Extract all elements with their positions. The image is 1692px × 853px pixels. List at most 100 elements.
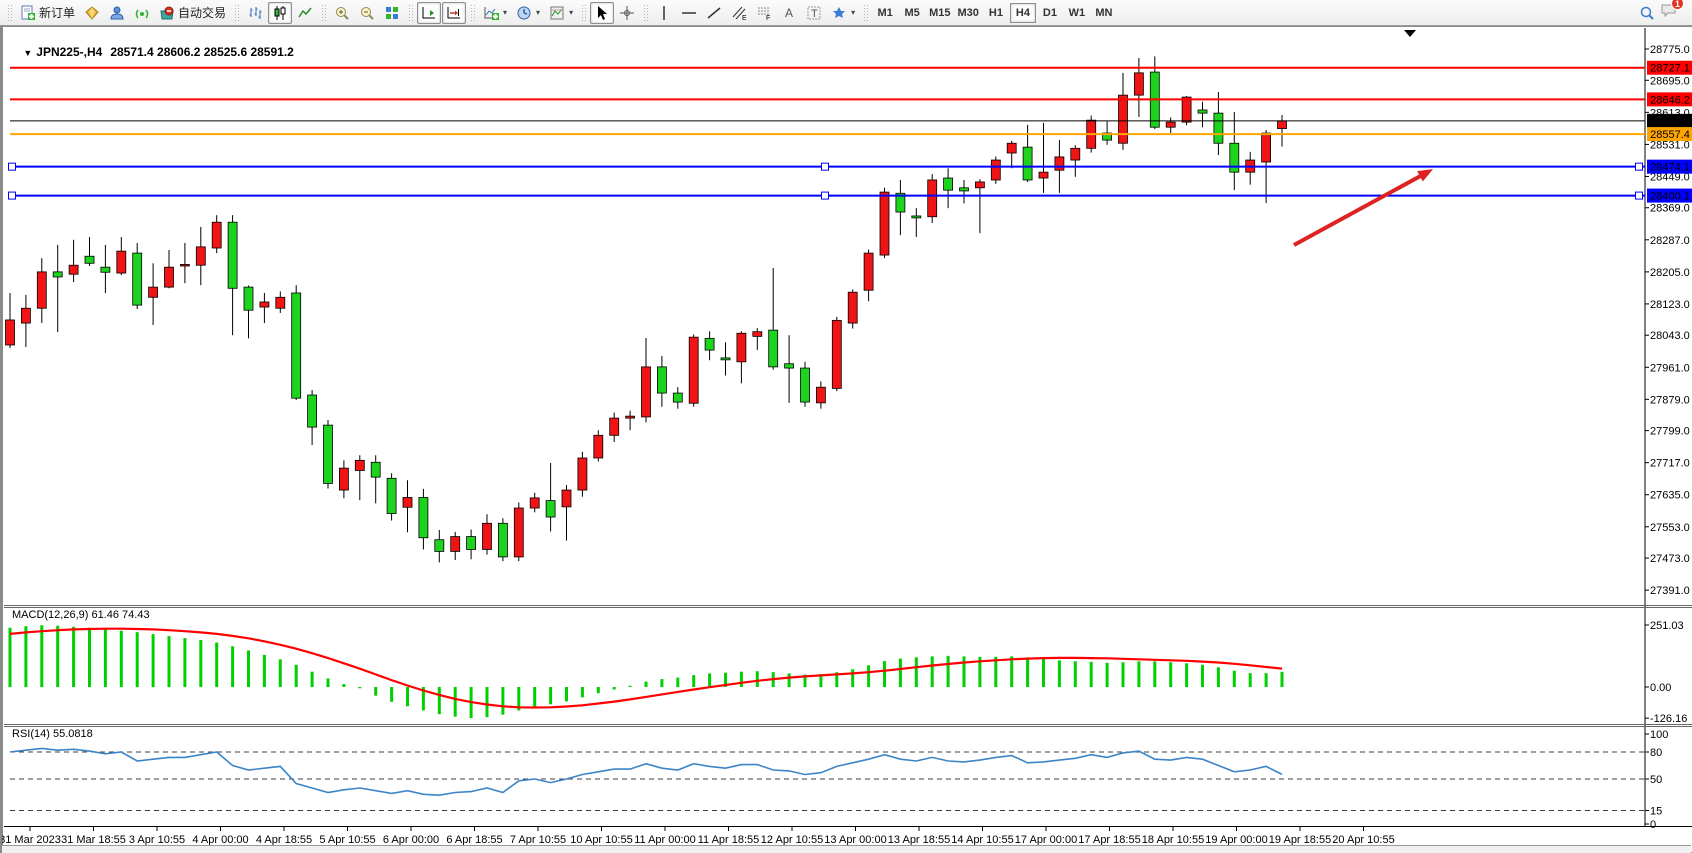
line-handle[interactable]: [8, 191, 16, 200]
svg-text:7 Apr 10:55: 7 Apr 10:55: [510, 834, 566, 846]
tf-mn[interactable]: MN: [1095, 6, 1113, 19]
rsi-indicator-label: RSI(14) 55.0818: [12, 728, 93, 740]
macd-indicator-label: MACD(12,26,9) 61.46 74.43: [12, 609, 150, 621]
gold-gem-icon: [85, 5, 99, 20]
line-handle[interactable]: [8, 162, 16, 171]
line-handle[interactable]: [821, 162, 829, 171]
text-tool[interactable]: A: [777, 2, 801, 24]
svg-text:28695.0: 28695.0: [1650, 75, 1690, 87]
trendline-tool[interactable]: [702, 2, 726, 24]
svg-text:28287.0: 28287.0: [1650, 235, 1690, 247]
tf-m5[interactable]: M5: [904, 6, 920, 19]
tf-h4[interactable]: H4: [1009, 2, 1036, 23]
toolbar-grip[interactable]: [321, 3, 327, 22]
svg-text:28205.0: 28205.0: [1650, 267, 1690, 279]
svg-text:31 Mar 2023: 31 Mar 2023: [2, 834, 61, 846]
price-axis[interactable]: 28775.028695.028613.028531.028449.028369…: [1645, 44, 1690, 597]
auto-scroll-icon: [422, 6, 436, 18]
tf-m30[interactable]: M30: [957, 6, 979, 19]
market-watch-button[interactable]: [80, 2, 104, 24]
notifications-button[interactable]: 1: [1660, 0, 1684, 23]
svg-text:6 Apr 00:00: 6 Apr 00:00: [383, 834, 439, 846]
toolbar-grip[interactable]: [7, 3, 12, 22]
tf-m1[interactable]: M1: [877, 6, 893, 19]
autotrading-button[interactable]: 自动交易: [155, 2, 230, 24]
rsi-line: [9, 747, 1283, 797]
svg-text:-126.16: -126.16: [1650, 713, 1687, 725]
cursor-tool-button[interactable]: [590, 1, 615, 24]
notification-badge: 1: [1671, 0, 1684, 10]
toolbar-grip[interactable]: [470, 3, 476, 22]
bar-chart-button[interactable]: [243, 2, 267, 24]
chart-window: 28775.0 28695.0 28613.0 28531.0 28449.0 28369…: [0, 26, 1692, 853]
community-button[interactable]: [105, 2, 129, 24]
tile-windows-button[interactable]: [380, 2, 404, 24]
svg-text:27635.0: 27635.0: [1650, 490, 1690, 502]
line-handle[interactable]: [1635, 162, 1643, 171]
chart-menu-icon[interactable]: ▼: [23, 48, 33, 58]
time-axis[interactable]: 31 Mar 2023 31 Mar 18:55 3 Apr 10:55 4 Apr …: [2, 826, 1395, 846]
text-label-tool[interactable]: T: [802, 2, 826, 24]
new-order-label: 新订单: [39, 6, 76, 20]
zoom-in-button[interactable]: [330, 2, 354, 24]
svg-text:0.00: 0.00: [1650, 682, 1671, 694]
autotrading-label: 自动交易: [178, 6, 227, 20]
svg-text:10 Apr 10:55: 10 Apr 10:55: [570, 834, 632, 846]
price-line-label-text: 28591.2: [1650, 116, 1690, 128]
arrows-tool[interactable]: [827, 2, 859, 24]
zoom-out-button[interactable]: [355, 2, 379, 24]
line-chart-button[interactable]: [293, 2, 317, 24]
svg-text:18 Apr 10:55: 18 Apr 10:55: [1142, 834, 1204, 846]
svg-text:0: 0: [1650, 819, 1656, 831]
tf-h1[interactable]: H1: [988, 6, 1003, 19]
search-icon: [1640, 6, 1654, 20]
horizontal-line-icon: [682, 11, 697, 14]
horizontal-line-tool[interactable]: [677, 2, 701, 24]
svg-text:27799.0: 27799.0: [1650, 426, 1690, 438]
svg-text:28531.0: 28531.0: [1650, 139, 1690, 151]
svg-text:F: F: [766, 15, 770, 21]
vertical-line-tool[interactable]: [652, 2, 676, 24]
tf-m15[interactable]: M15: [929, 6, 951, 19]
periods-button[interactable]: [512, 2, 544, 24]
price-line-label-text: 28400.1: [1650, 191, 1690, 203]
new-order-button[interactable]: 新订单: [16, 2, 79, 24]
toolbar-grip[interactable]: [581, 3, 587, 22]
line-handle[interactable]: [821, 191, 829, 200]
signals-button[interactable]: [130, 2, 154, 24]
toolbar-grip[interactable]: [408, 3, 414, 22]
indicators-button[interactable]: [479, 2, 511, 24]
chart-shift-marker-icon[interactable]: [1404, 30, 1416, 37]
price-line-label: [1647, 92, 1692, 107]
trend-arrow-annotation[interactable]: [1293, 169, 1434, 247]
user-cloud-icon: [110, 6, 124, 19]
candlestick-series: [5, 56, 1287, 563]
templates-icon: [550, 6, 564, 19]
text-icon: A: [785, 6, 793, 20]
zoom-in-icon: [336, 6, 349, 20]
toolbar-grip[interactable]: [234, 3, 240, 22]
chart-shift-button[interactable]: [442, 1, 467, 24]
candlestick-chart-button[interactable]: [268, 1, 293, 24]
svg-text:14 Apr 10:55: 14 Apr 10:55: [951, 834, 1013, 846]
channel-icon: E: [732, 6, 747, 21]
fibonacci-tool[interactable]: F: [752, 2, 776, 24]
line-handle[interactable]: [1635, 191, 1643, 200]
tf-d1[interactable]: D1: [1042, 6, 1057, 19]
price-chart[interactable]: 28775.028695.028613.028531.028449.028369…: [2, 26, 1692, 853]
fibonacci-icon: F: [758, 7, 770, 21]
templates-button[interactable]: [545, 2, 577, 24]
svg-text:T: T: [811, 8, 818, 20]
svg-text:13 Apr 18:55: 13 Apr 18:55: [888, 834, 950, 846]
crosshair-tool-button[interactable]: [615, 2, 639, 24]
svg-text:28123.0: 28123.0: [1650, 299, 1690, 311]
equidistant-channel-tool[interactable]: E: [727, 2, 751, 24]
status-strip: [2, 845, 1691, 853]
price-line-label: [1647, 113, 1692, 128]
tf-w1[interactable]: W1: [1068, 6, 1086, 19]
toolbar-grip[interactable]: [863, 3, 869, 22]
price-line-label: [1647, 159, 1692, 174]
search-button[interactable]: [1635, 2, 1659, 24]
auto-scroll-button[interactable]: [417, 1, 442, 24]
toolbar-grip[interactable]: [643, 3, 649, 22]
